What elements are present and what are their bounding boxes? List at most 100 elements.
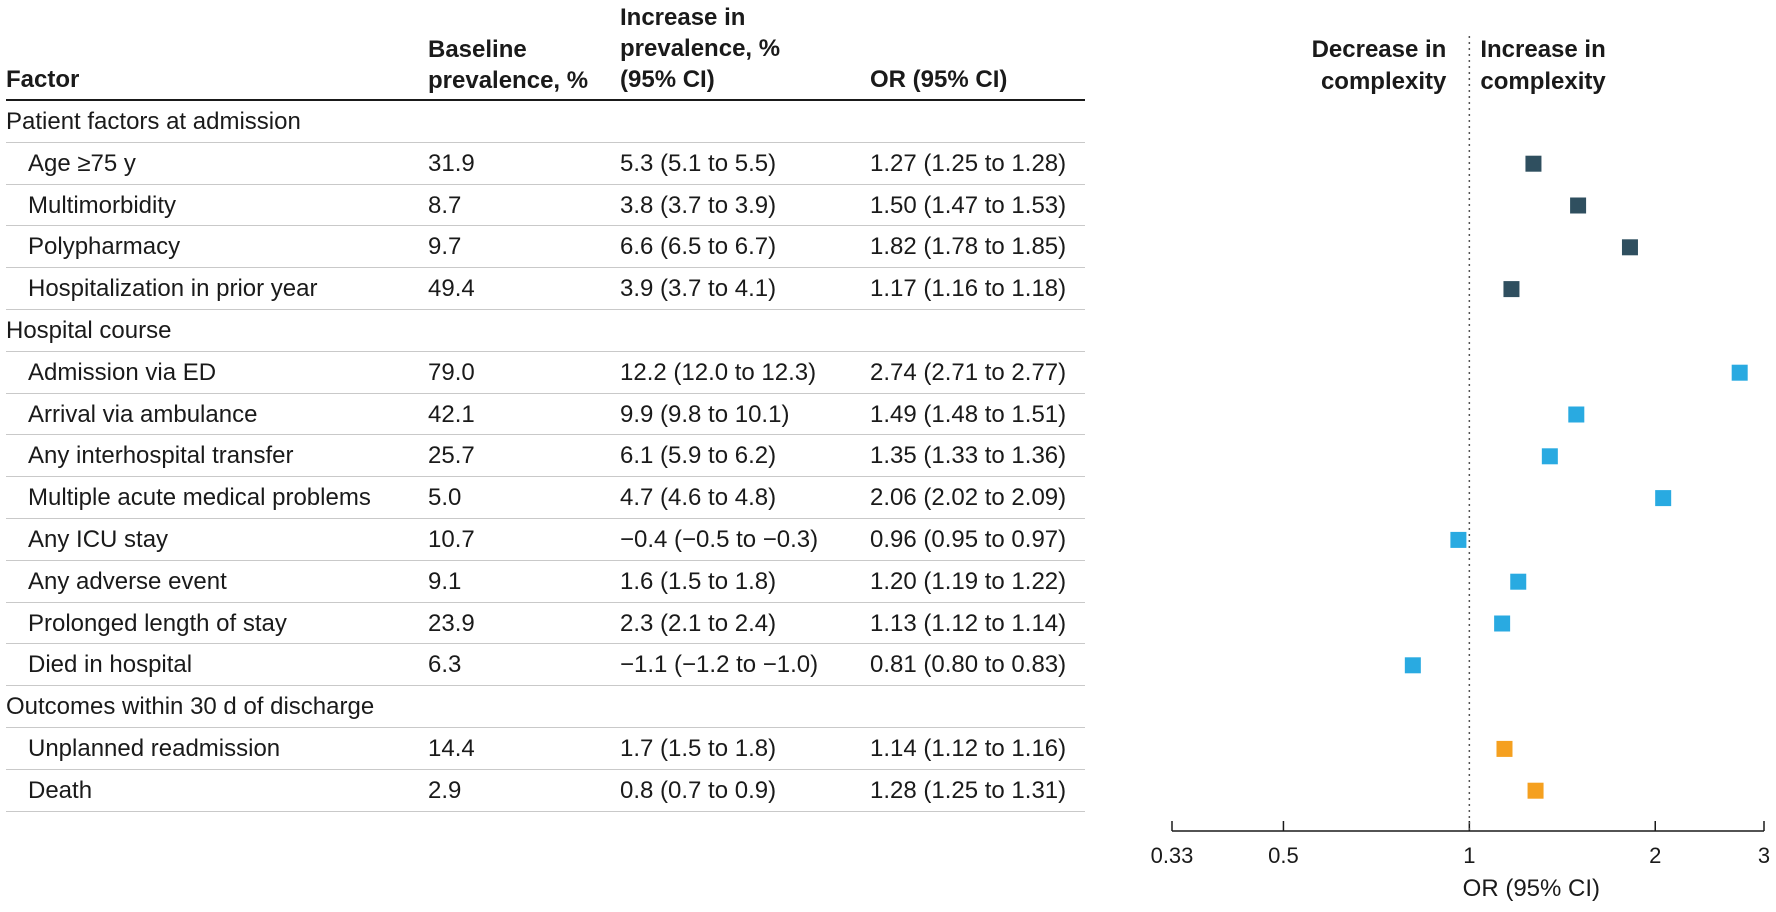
cell-increase: 6.6 (6.5 to 6.7) (620, 233, 777, 261)
header-rule (6, 99, 1085, 101)
cell-factor: Polypharmacy (28, 233, 181, 261)
point-marker (1450, 531, 1467, 548)
cell-baseline: 10.7 (428, 526, 475, 553)
annotation-increase: Increase in (1480, 36, 1605, 63)
header-factor: Factor (6, 64, 79, 95)
x-tick-label: 0.33 (1151, 843, 1194, 868)
header-increase-line2: prevalence, % (620, 35, 781, 62)
cell-or: 1.20 (1.19 to 1.22) (870, 567, 1067, 595)
cell-or: 1.50 (1.47 to 1.53) (870, 191, 1067, 219)
row-divider (6, 518, 1085, 519)
cell-or: 0.81 (0.80 to 0.83) (870, 651, 1067, 679)
cell-or: 2.74 (2.71 to 2.77) (870, 358, 1067, 386)
row-divider (6, 267, 1085, 269)
cell-increase: 6.1 (5.9 to 6.2) (620, 442, 777, 470)
cell-factor: Admission via ED (28, 358, 217, 386)
cell-increase: 0.8 (0.7 to 0.9) (620, 776, 777, 804)
annotation-decrease: complexity (1321, 68, 1447, 95)
row-divider (6, 392, 1085, 394)
row-divider (6, 434, 1085, 436)
header-baseline-line2: prevalence, % (428, 67, 589, 94)
cell-factor: Arrival via ambulance (28, 400, 258, 428)
point-marker (1503, 281, 1520, 298)
cell-increase: 1.6 (1.5 to 1.8) (620, 567, 777, 595)
header-baseline: Baseline prevalence, % (428, 34, 588, 96)
results-table: Factor Baseline prevalence, % Increase i… (6, 2, 1085, 812)
cell-or: 1.49 (1.48 to 1.51) (870, 400, 1067, 428)
cell-baseline: 5.0 (428, 484, 462, 512)
x-axis-title: OR (95% CI) (1463, 875, 1600, 902)
cell-factor: Unplanned readmission (28, 735, 281, 762)
row-divider (6, 643, 1085, 645)
cell-or: 1.28 (1.25 to 1.31) (870, 776, 1067, 804)
cell-baseline: 8.7 (428, 191, 462, 219)
cell-increase: 12.2 (12.0 to 12.3) (620, 358, 817, 386)
row-divider (6, 350, 1085, 352)
row-divider (6, 727, 1085, 728)
cell-baseline: 31.9 (428, 149, 475, 177)
cell-baseline: 2.9 (428, 776, 462, 804)
x-tick-label: 0.5 (1268, 843, 1299, 868)
cell-baseline: 25.7 (428, 442, 475, 470)
cell-factor: Any adverse event (28, 567, 227, 595)
cell-baseline: 9.1 (428, 567, 462, 595)
row-divider (6, 141, 1085, 143)
cell-baseline: 49.4 (428, 275, 475, 303)
cell-or: 0.96 (0.95 to 0.97) (870, 526, 1067, 553)
row-divider (6, 810, 1085, 812)
header-increase-line3: (95% CI) (620, 66, 715, 93)
cell-factor: Prolonged length of stay (28, 609, 287, 637)
point-marker (1496, 740, 1513, 757)
cell-factor: Multimorbidity (28, 191, 177, 219)
point-marker (1527, 782, 1544, 799)
cell-increase: 2.3 (2.1 to 2.4) (620, 609, 777, 637)
section-label: Hospital course (6, 317, 172, 344)
cell-factor: Death (28, 776, 93, 804)
cell-increase: 1.7 (1.5 to 1.8) (620, 735, 777, 762)
point-marker (1570, 197, 1587, 214)
point-marker (1731, 364, 1748, 381)
row-divider (6, 559, 1085, 561)
cell-baseline: 79.0 (428, 358, 475, 386)
cell-increase: 9.9 (9.8 to 10.1) (620, 400, 790, 428)
cell-factor: Age ≥75 y (28, 149, 136, 177)
cell-baseline: 14.4 (428, 735, 475, 762)
row-divider (6, 768, 1085, 770)
row-divider (6, 225, 1085, 227)
section-label: Patient factors at admission (6, 108, 301, 135)
cell-or: 1.17 (1.16 to 1.18) (870, 275, 1067, 303)
header-factor-text: Factor (6, 66, 80, 93)
cell-factor: Any ICU stay (28, 526, 169, 553)
cell-increase: 4.7 (4.6 to 4.8) (620, 484, 777, 512)
cell-increase: −1.1 (−1.2 to −1.0) (620, 651, 819, 679)
annotation-decrease: Decrease in (1312, 36, 1447, 63)
header-or: OR (95% CI) (870, 64, 1007, 95)
header-increase: Increase in prevalence, % (95% CI) (620, 2, 780, 95)
cell-or: 2.06 (2.02 to 2.09) (870, 484, 1067, 512)
row-divider (6, 476, 1085, 478)
row-divider (6, 309, 1085, 310)
point-marker (1541, 448, 1558, 465)
point-marker (1525, 155, 1542, 172)
cell-factor: Hospitalization in prior year (28, 275, 318, 303)
point-marker (1404, 657, 1421, 674)
row-divider (6, 685, 1085, 687)
point-marker (1621, 239, 1638, 256)
cell-increase: −0.4 (−0.5 to −0.3) (620, 526, 819, 553)
header-increase-line1: Increase in (620, 4, 746, 31)
header-or-text: OR (95% CI) (870, 66, 1008, 93)
point-marker (1510, 573, 1527, 590)
cell-factor: Any interhospital transfer (28, 442, 294, 470)
cell-baseline: 6.3 (428, 651, 462, 679)
header-baseline-line1: Baseline (428, 36, 527, 63)
cell-or: 1.82 (1.78 to 1.85) (870, 233, 1067, 261)
x-tick-label: 2 (1649, 843, 1661, 868)
cell-or: 1.27 (1.25 to 1.28) (870, 149, 1067, 177)
point-marker (1494, 615, 1511, 632)
cell-or: 1.14 (1.12 to 1.16) (870, 735, 1067, 762)
row-divider (6, 601, 1085, 603)
cell-increase: 3.9 (3.7 to 4.1) (620, 275, 777, 303)
cell-factor: Died in hospital (28, 651, 193, 679)
cell-increase: 5.3 (5.1 to 5.5) (620, 149, 777, 177)
annotation-increase: complexity (1480, 68, 1606, 95)
